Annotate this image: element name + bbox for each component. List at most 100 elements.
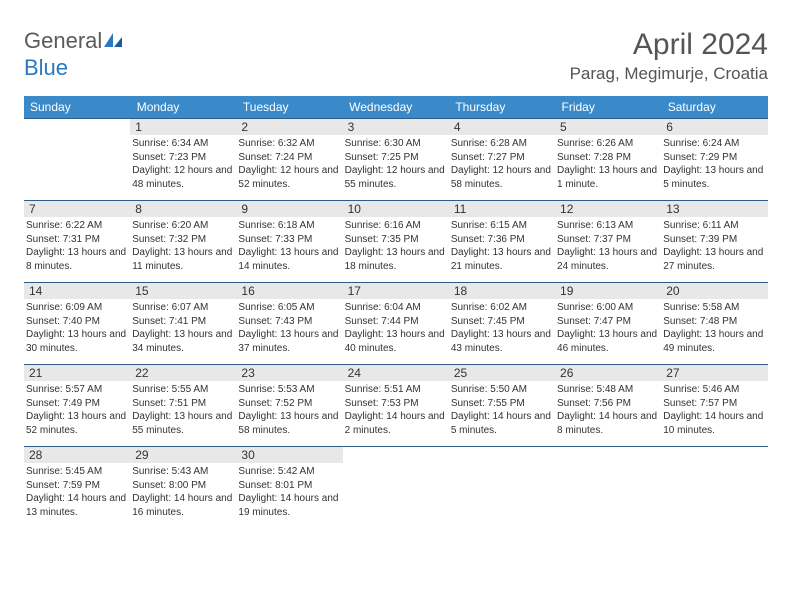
brand-part1: General xyxy=(24,28,102,53)
day-info: Sunrise: 6:26 AMSunset: 7:28 PMDaylight:… xyxy=(555,137,661,191)
daylight-line: Daylight: 13 hours and 14 minutes. xyxy=(238,246,340,273)
calendar-row: 7Sunrise: 6:22 AMSunset: 7:31 PMDaylight… xyxy=(24,200,768,282)
calendar-cell: 7Sunrise: 6:22 AMSunset: 7:31 PMDaylight… xyxy=(24,200,130,282)
calendar-cell: 28 Sunrise: 5:45 AMSunset: 7:59 PMDayligh… xyxy=(24,446,130,528)
daynum: 26 xyxy=(555,364,661,381)
daynum: 16 xyxy=(236,282,342,299)
weekday-header: Thursday xyxy=(449,96,555,118)
sunrise-line: Sunrise: 6:30 AM xyxy=(345,137,447,151)
calendar-cell: 15Sunrise: 6:07 AMSunset: 7:41 PMDayligh… xyxy=(130,282,236,364)
daynum-empty xyxy=(343,446,449,463)
daynum: 19 xyxy=(555,282,661,299)
daylight-line: Daylight: 13 hours and 8 minutes. xyxy=(26,246,128,273)
day-info: Sunrise: 5:43 AMSunset: 8:00 PMDaylight:… xyxy=(130,465,236,519)
day-info: Sunrise: 5:45 AMSunset: 7:59 PMDaylight:… xyxy=(24,465,130,519)
daynum: 28 xyxy=(24,446,130,463)
daynum: 5 xyxy=(555,118,661,135)
sunrise-line: Sunrise: 5:57 AM xyxy=(26,383,128,397)
calendar-row: 14Sunrise: 6:09 AMSunset: 7:40 PMDayligh… xyxy=(24,282,768,364)
daynum: 18 xyxy=(449,282,555,299)
weekday-header: Friday xyxy=(555,96,661,118)
sunrise-line: Sunrise: 5:42 AM xyxy=(238,465,340,479)
daylight-line: Daylight: 13 hours and 21 minutes. xyxy=(451,246,553,273)
calendar-cell: 13Sunrise: 6:11 AMSunset: 7:39 PMDayligh… xyxy=(661,200,767,282)
sunset-line: Sunset: 7:24 PM xyxy=(238,151,340,165)
sunset-line: Sunset: 7:27 PM xyxy=(451,151,553,165)
day-info: Sunrise: 5:46 AMSunset: 7:57 PMDaylight:… xyxy=(661,383,767,437)
sunset-line: Sunset: 7:32 PM xyxy=(132,233,234,247)
daylight-line: Daylight: 13 hours and 49 minutes. xyxy=(663,328,765,355)
sunset-line: Sunset: 7:55 PM xyxy=(451,397,553,411)
day-info: Sunrise: 6:11 AMSunset: 7:39 PMDaylight:… xyxy=(661,219,767,273)
sunrise-line: Sunrise: 6:00 AM xyxy=(557,301,659,315)
day-info: Sunrise: 6:15 AMSunset: 7:36 PMDaylight:… xyxy=(449,219,555,273)
weekday-header: Tuesday xyxy=(236,96,342,118)
daylight-line: Daylight: 13 hours and 52 minutes. xyxy=(26,410,128,437)
calendar-cell: 16Sunrise: 6:05 AMSunset: 7:43 PMDayligh… xyxy=(236,282,342,364)
daylight-line: Daylight: 13 hours and 37 minutes. xyxy=(238,328,340,355)
daylight-line: Daylight: 14 hours and 13 minutes. xyxy=(26,492,128,519)
daynum: 25 xyxy=(449,364,555,381)
daylight-line: Daylight: 13 hours and 1 minute. xyxy=(557,164,659,191)
sunset-line: Sunset: 8:00 PM xyxy=(132,479,234,493)
daylight-line: Daylight: 14 hours and 8 minutes. xyxy=(557,410,659,437)
sunset-line: Sunset: 7:56 PM xyxy=(557,397,659,411)
daylight-line: Daylight: 12 hours and 55 minutes. xyxy=(345,164,447,191)
daynum-empty xyxy=(661,446,767,463)
daylight-line: Daylight: 13 hours and 11 minutes. xyxy=(132,246,234,273)
calendar-cell: 30Sunrise: 5:42 AMSunset: 8:01 PMDayligh… xyxy=(236,446,342,528)
sunrise-line: Sunrise: 6:13 AM xyxy=(557,219,659,233)
calendar-row: 21Sunrise: 5:57 AMSunset: 7:49 PMDayligh… xyxy=(24,364,768,446)
calendar-cell: 22Sunrise: 5:55 AMSunset: 7:51 PMDayligh… xyxy=(130,364,236,446)
sunset-line: Sunset: 7:31 PM xyxy=(26,233,128,247)
weekday-header: Saturday xyxy=(661,96,767,118)
daylight-line: Daylight: 13 hours and 43 minutes. xyxy=(451,328,553,355)
calendar-cell: 23Sunrise: 5:53 AMSunset: 7:52 PMDayligh… xyxy=(236,364,342,446)
sail-icon xyxy=(102,29,124,55)
sunrise-line: Sunrise: 6:02 AM xyxy=(451,301,553,315)
daylight-line: Daylight: 14 hours and 10 minutes. xyxy=(663,410,765,437)
day-info: Sunrise: 6:00 AMSunset: 7:47 PMDaylight:… xyxy=(555,301,661,355)
sunrise-line: Sunrise: 6:09 AM xyxy=(26,301,128,315)
page-title: April 2024 xyxy=(570,28,768,62)
daylight-line: Daylight: 13 hours and 34 minutes. xyxy=(132,328,234,355)
day-info: Sunrise: 6:18 AMSunset: 7:33 PMDaylight:… xyxy=(236,219,342,273)
day-info: Sunrise: 6:24 AMSunset: 7:29 PMDaylight:… xyxy=(661,137,767,191)
sunset-line: Sunset: 7:49 PM xyxy=(26,397,128,411)
sunrise-line: Sunrise: 5:55 AM xyxy=(132,383,234,397)
sunrise-line: Sunrise: 5:53 AM xyxy=(238,383,340,397)
daynum-empty xyxy=(449,446,555,463)
daylight-line: Daylight: 14 hours and 2 minutes. xyxy=(345,410,447,437)
sunrise-line: Sunrise: 6:20 AM xyxy=(132,219,234,233)
calendar-cell: 12Sunrise: 6:13 AMSunset: 7:37 PMDayligh… xyxy=(555,200,661,282)
calendar-cell: 3 Sunrise: 6:30 AMSunset: 7:25 PMDaylight… xyxy=(343,118,449,200)
sunrise-line: Sunrise: 6:34 AM xyxy=(132,137,234,151)
day-info: Sunrise: 5:57 AMSunset: 7:49 PMDaylight:… xyxy=(24,383,130,437)
daylight-line: Daylight: 14 hours and 19 minutes. xyxy=(238,492,340,519)
daynum: 3 xyxy=(343,118,449,135)
daylight-line: Daylight: 12 hours and 58 minutes. xyxy=(451,164,553,191)
sunrise-line: Sunrise: 5:48 AM xyxy=(557,383,659,397)
day-info: Sunrise: 5:58 AMSunset: 7:48 PMDaylight:… xyxy=(661,301,767,355)
weekday-header: Monday xyxy=(130,96,236,118)
calendar-cell: 20Sunrise: 5:58 AMSunset: 7:48 PMDayligh… xyxy=(661,282,767,364)
sunset-line: Sunset: 7:25 PM xyxy=(345,151,447,165)
daylight-line: Daylight: 13 hours and 30 minutes. xyxy=(26,328,128,355)
calendar-cell xyxy=(449,446,555,528)
calendar-cell: 6Sunrise: 6:24 AMSunset: 7:29 PMDaylight… xyxy=(661,118,767,200)
calendar-cell xyxy=(24,118,130,200)
sunrise-line: Sunrise: 5:51 AM xyxy=(345,383,447,397)
sunset-line: Sunset: 7:57 PM xyxy=(663,397,765,411)
daylight-line: Daylight: 13 hours and 46 minutes. xyxy=(557,328,659,355)
daylight-line: Daylight: 14 hours and 16 minutes. xyxy=(132,492,234,519)
sunset-line: Sunset: 7:40 PM xyxy=(26,315,128,329)
sunset-line: Sunset: 7:52 PM xyxy=(238,397,340,411)
sunrise-line: Sunrise: 6:05 AM xyxy=(238,301,340,315)
calendar-cell: 24Sunrise: 5:51 AMSunset: 7:53 PMDayligh… xyxy=(343,364,449,446)
daylight-line: Daylight: 13 hours and 5 minutes. xyxy=(663,164,765,191)
daynum: 17 xyxy=(343,282,449,299)
daynum: 10 xyxy=(343,200,449,217)
daylight-line: Daylight: 12 hours and 48 minutes. xyxy=(132,164,234,191)
daynum: 11 xyxy=(449,200,555,217)
sunset-line: Sunset: 7:28 PM xyxy=(557,151,659,165)
